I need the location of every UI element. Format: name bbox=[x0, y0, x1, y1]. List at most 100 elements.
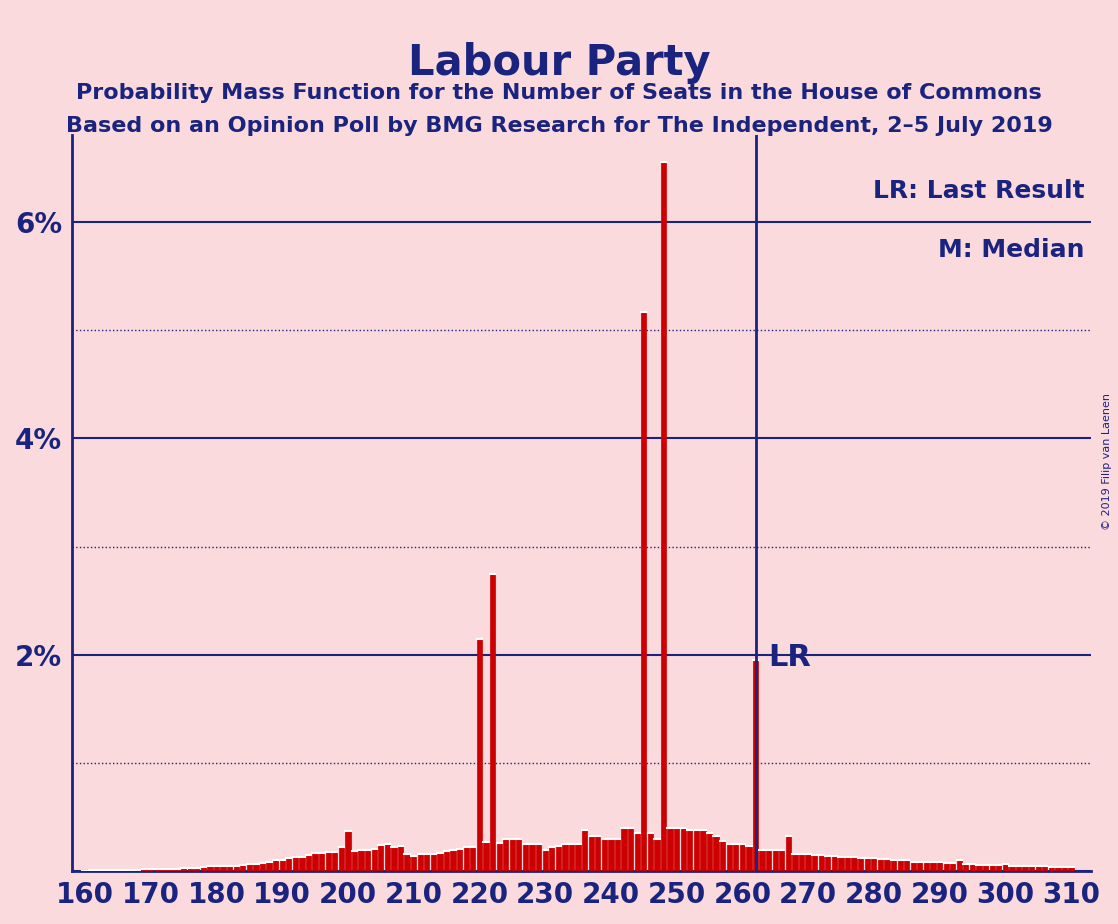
Bar bbox=[195, 868, 199, 871]
Bar bbox=[1035, 866, 1041, 871]
Bar bbox=[989, 865, 995, 871]
Bar bbox=[740, 845, 745, 871]
Bar bbox=[891, 860, 897, 871]
Bar bbox=[332, 852, 338, 871]
Bar bbox=[366, 850, 370, 871]
Bar bbox=[674, 828, 680, 871]
Bar bbox=[115, 870, 121, 871]
Bar bbox=[286, 858, 292, 871]
Bar bbox=[793, 854, 797, 871]
Bar bbox=[483, 842, 489, 871]
Bar bbox=[976, 865, 982, 871]
Bar bbox=[227, 866, 233, 871]
Bar bbox=[108, 870, 114, 871]
Bar bbox=[588, 835, 594, 871]
Bar bbox=[1029, 866, 1034, 871]
Text: LR: Last Result: LR: Last Result bbox=[872, 179, 1084, 203]
Bar bbox=[930, 861, 936, 871]
Bar bbox=[161, 869, 167, 871]
Bar bbox=[562, 845, 568, 871]
Bar bbox=[747, 846, 751, 871]
Bar bbox=[957, 860, 961, 871]
Text: Probability Mass Function for the Number of Seats in the House of Commons: Probability Mass Function for the Number… bbox=[76, 83, 1042, 103]
Bar bbox=[411, 857, 416, 871]
Text: LR: LR bbox=[769, 642, 812, 672]
Text: Based on an Opinion Poll by BMG Research for The Independent, 2–5 July 2019: Based on an Opinion Poll by BMG Research… bbox=[66, 116, 1052, 136]
Bar bbox=[259, 863, 265, 871]
Bar bbox=[345, 832, 351, 871]
Bar bbox=[378, 845, 383, 871]
Bar bbox=[542, 850, 548, 871]
Bar bbox=[944, 863, 949, 871]
Bar bbox=[864, 858, 870, 871]
Text: M: Median: M: Median bbox=[938, 238, 1084, 262]
Bar bbox=[168, 869, 173, 871]
Bar bbox=[503, 839, 509, 871]
Bar bbox=[424, 854, 429, 871]
Bar bbox=[359, 850, 363, 871]
Bar bbox=[312, 853, 318, 871]
Bar bbox=[858, 858, 863, 871]
Bar bbox=[220, 866, 226, 871]
Bar bbox=[1042, 866, 1048, 871]
Text: © 2019 Filip van Laenen: © 2019 Filip van Laenen bbox=[1102, 394, 1112, 530]
Bar bbox=[569, 845, 574, 871]
Bar bbox=[983, 865, 988, 871]
Bar bbox=[510, 839, 515, 871]
Bar bbox=[1049, 867, 1054, 871]
Bar bbox=[418, 854, 423, 871]
Bar bbox=[325, 852, 331, 871]
Bar bbox=[884, 859, 890, 871]
Bar bbox=[799, 854, 804, 871]
Bar bbox=[523, 845, 528, 871]
Bar bbox=[496, 843, 502, 871]
Bar bbox=[201, 867, 206, 871]
Bar bbox=[615, 839, 620, 871]
Bar bbox=[654, 839, 660, 871]
Bar bbox=[352, 851, 357, 871]
Bar bbox=[647, 833, 653, 871]
Bar bbox=[188, 868, 192, 871]
Bar bbox=[917, 861, 922, 871]
Bar bbox=[727, 845, 732, 871]
Bar bbox=[536, 845, 541, 871]
Bar bbox=[517, 839, 521, 871]
Bar bbox=[471, 847, 475, 871]
Bar bbox=[490, 574, 495, 871]
Bar bbox=[878, 859, 883, 871]
Bar bbox=[247, 864, 252, 871]
Bar bbox=[135, 870, 140, 871]
Bar bbox=[181, 868, 187, 871]
Bar bbox=[700, 830, 705, 871]
Bar bbox=[911, 861, 916, 871]
Bar bbox=[142, 869, 146, 871]
Bar bbox=[950, 863, 956, 871]
Bar bbox=[766, 850, 771, 871]
Bar bbox=[234, 866, 239, 871]
Bar bbox=[405, 854, 409, 871]
Bar bbox=[871, 858, 877, 871]
Bar bbox=[681, 828, 685, 871]
Bar bbox=[1069, 867, 1073, 871]
Bar bbox=[1016, 866, 1021, 871]
Bar bbox=[923, 861, 929, 871]
Bar bbox=[641, 311, 646, 871]
Bar bbox=[530, 845, 534, 871]
Bar bbox=[300, 857, 304, 871]
Bar bbox=[391, 847, 397, 871]
Bar bbox=[444, 851, 449, 871]
Bar bbox=[773, 850, 778, 871]
Bar bbox=[818, 855, 824, 871]
Bar bbox=[576, 845, 580, 871]
Bar bbox=[688, 830, 692, 871]
Bar bbox=[437, 853, 443, 871]
Bar bbox=[832, 857, 837, 871]
Bar bbox=[273, 860, 278, 871]
Bar bbox=[825, 857, 831, 871]
Bar bbox=[628, 828, 633, 871]
Bar bbox=[430, 854, 436, 871]
Bar bbox=[667, 828, 673, 871]
Bar bbox=[752, 660, 758, 871]
Bar bbox=[805, 854, 811, 871]
Bar bbox=[556, 846, 561, 871]
